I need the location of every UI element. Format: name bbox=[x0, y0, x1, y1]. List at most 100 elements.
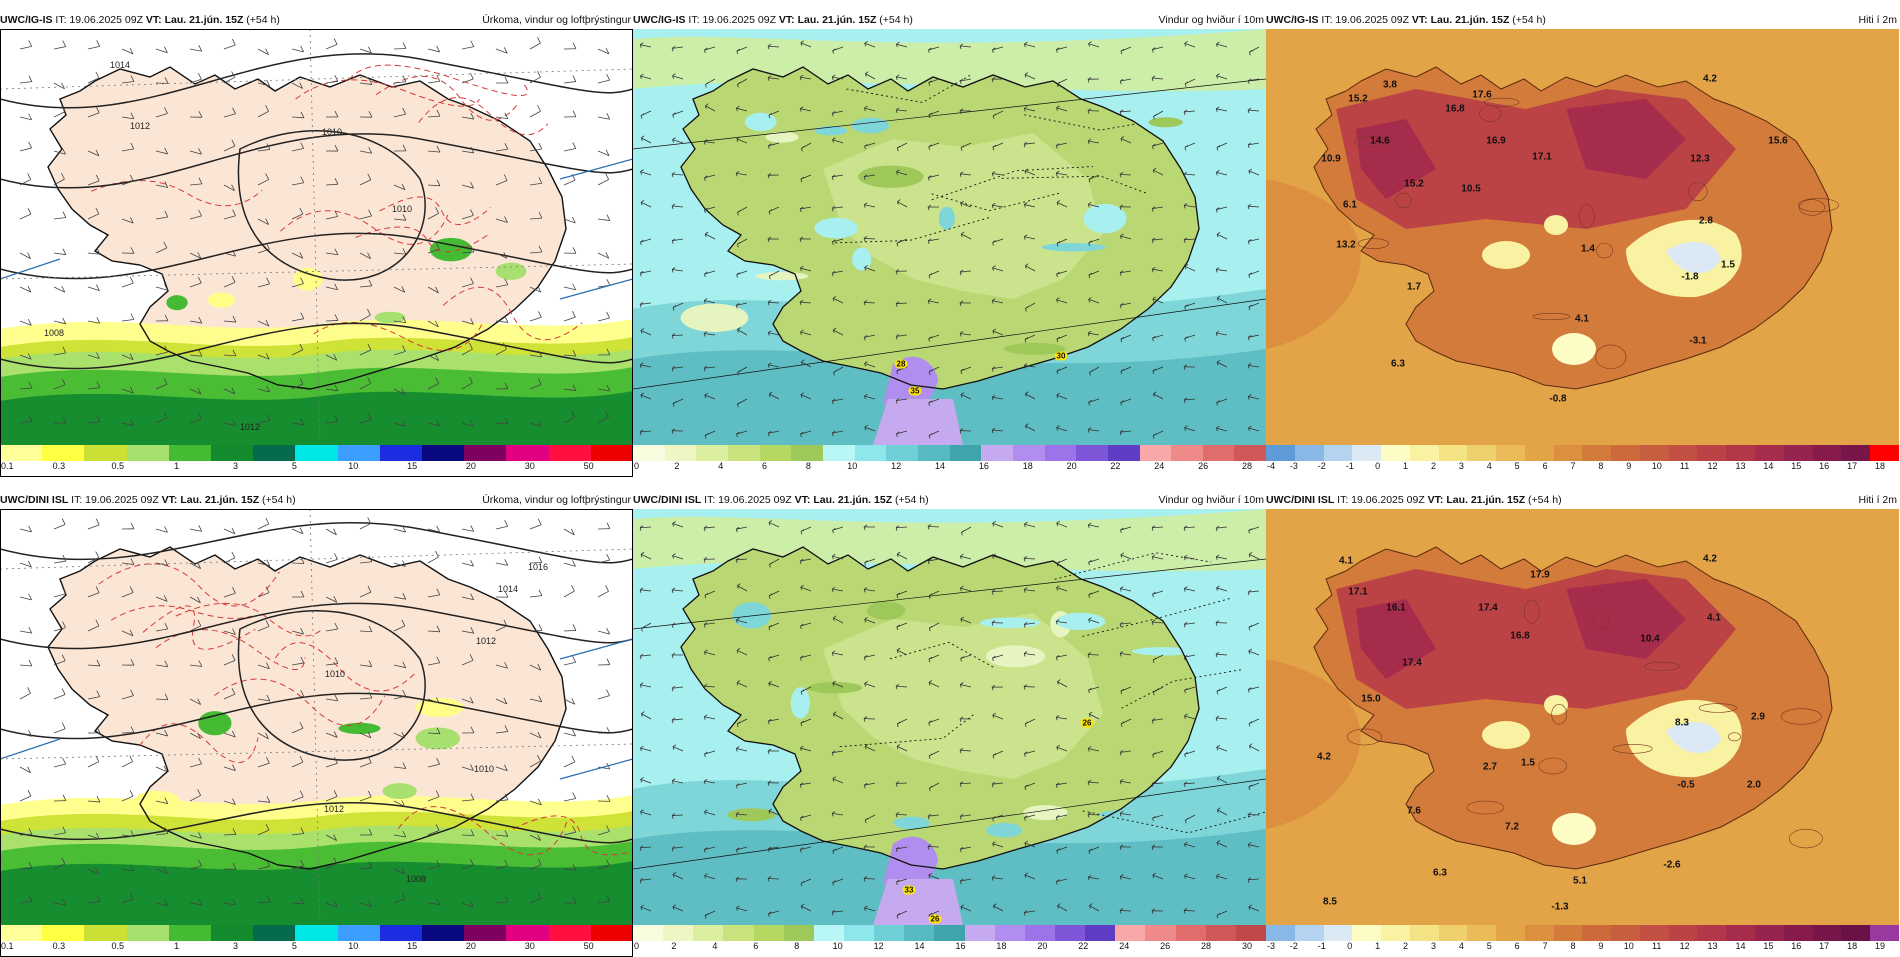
isobar-label: 1016 bbox=[528, 562, 548, 572]
isobar-label: 1012 bbox=[130, 121, 150, 131]
legend-swatch bbox=[1525, 445, 1554, 461]
legend-swatch bbox=[1467, 445, 1496, 461]
temperature-value: 13.2 bbox=[1336, 240, 1355, 251]
model-name: UWC/DINI ISL bbox=[633, 494, 701, 506]
legend-swatch bbox=[754, 925, 784, 941]
legend-swatch bbox=[1697, 445, 1726, 461]
panel-title: Vindur og hviður í 10m bbox=[1159, 12, 1264, 29]
legend-swatch bbox=[422, 925, 464, 941]
legend-swatch bbox=[1697, 925, 1726, 941]
isobar-label: 1010 bbox=[474, 764, 494, 774]
model-name: UWC/IG-IS bbox=[633, 14, 686, 26]
legend-tick-label: 15 bbox=[407, 461, 417, 471]
legend-swatch bbox=[1108, 445, 1140, 461]
lead-time: (+54 h) bbox=[879, 14, 913, 26]
valid-time-label: VT: bbox=[162, 494, 178, 506]
panel-title: Hiti í 2m bbox=[1858, 492, 1897, 509]
temperature-value: 4.1 bbox=[1339, 556, 1353, 567]
gust-max-marker: 26 bbox=[1081, 719, 1094, 728]
temperature-value: 3.8 bbox=[1383, 80, 1397, 91]
legend-swatch bbox=[1870, 925, 1899, 941]
legend-swatch bbox=[1582, 925, 1611, 941]
legend-tick-label: 4 bbox=[718, 461, 723, 471]
temperature-value: 4.1 bbox=[1707, 613, 1721, 624]
legend-swatch bbox=[380, 445, 422, 461]
legend-swatch bbox=[169, 445, 211, 461]
valid-time-label: VT: bbox=[1412, 14, 1428, 26]
legend-tick-label: 22 bbox=[1110, 461, 1120, 471]
legend-swatch bbox=[549, 925, 591, 941]
temperature-value: 7.2 bbox=[1505, 822, 1519, 833]
valid-time: Lau. 21.jún. 15Z bbox=[813, 494, 892, 506]
legend-swatch bbox=[1726, 445, 1755, 461]
temperature-value: -0.5 bbox=[1677, 780, 1694, 791]
legend-swatch bbox=[338, 445, 380, 461]
legend-swatch bbox=[633, 445, 665, 461]
legend-swatch bbox=[338, 925, 380, 941]
legend-swatch bbox=[1582, 445, 1611, 461]
temperature-value: -0.8 bbox=[1549, 394, 1566, 405]
legend-swatch bbox=[1266, 445, 1295, 461]
legend-swatch bbox=[1352, 925, 1381, 941]
legend-swatch bbox=[723, 925, 753, 941]
legend-swatch bbox=[1439, 925, 1468, 941]
lead-time: (+54 h) bbox=[1512, 14, 1546, 26]
legend-tick-label: 5 bbox=[1515, 461, 1520, 471]
legend-colorbar bbox=[633, 445, 1266, 461]
legend-swatch bbox=[1410, 925, 1439, 941]
temperature-value: 6.1 bbox=[1343, 200, 1357, 211]
legend-swatch bbox=[1236, 925, 1266, 941]
lead-time: (+54 h) bbox=[262, 494, 296, 506]
temperature-value: -1.8 bbox=[1681, 272, 1698, 283]
legend-swatch bbox=[84, 925, 126, 941]
gust-max-marker: 28 bbox=[895, 360, 908, 369]
legend-tick-label: 8 bbox=[806, 461, 811, 471]
gust-max-marker: 30 bbox=[1055, 352, 1068, 361]
legend-swatch bbox=[1145, 925, 1175, 941]
temperature-value: 15.2 bbox=[1404, 179, 1423, 190]
legend-swatch bbox=[1496, 925, 1525, 941]
temperature-value: 5.1 bbox=[1573, 876, 1587, 887]
legend-tick-label: 14 bbox=[935, 461, 945, 471]
model-name: UWC/IG-IS bbox=[1266, 14, 1319, 26]
legend-tick-label: 10 bbox=[847, 461, 857, 471]
legend-swatch bbox=[1115, 925, 1145, 941]
legend-swatch bbox=[965, 925, 995, 941]
temperature-value: -1.3 bbox=[1551, 902, 1568, 913]
legend-swatch bbox=[1755, 445, 1784, 461]
legend-swatch bbox=[1813, 925, 1842, 941]
legend-swatch bbox=[1554, 445, 1583, 461]
legend-swatch bbox=[42, 925, 84, 941]
legend-tick-label: -3 bbox=[1290, 461, 1298, 471]
legend-tick-label: 6 bbox=[1543, 461, 1548, 471]
legend-swatch bbox=[1266, 925, 1295, 941]
temperature-value: 2.7 bbox=[1483, 762, 1497, 773]
legend-swatch bbox=[1045, 445, 1077, 461]
legend-swatch bbox=[591, 445, 633, 461]
legend-tick-label: 11 bbox=[1680, 461, 1689, 471]
valid-time-label: VT: bbox=[1428, 494, 1444, 506]
legend-swatch bbox=[1669, 445, 1698, 461]
model-name: UWC/DINI ISL bbox=[0, 494, 68, 506]
temperature-value: 10.5 bbox=[1461, 184, 1480, 195]
legend-swatch bbox=[253, 445, 295, 461]
legend-colorbar bbox=[633, 925, 1266, 941]
temperature-value: 4.2 bbox=[1703, 74, 1717, 85]
valid-time: Lau. 21.jún. 15Z bbox=[165, 14, 244, 26]
legend-tick-label: 7 bbox=[1570, 461, 1575, 471]
legend-colorbar bbox=[1266, 925, 1899, 941]
legend-tick-label: 24 bbox=[1154, 461, 1164, 471]
panel-header: UWC/IG-IS IT: 19.06.2025 09Z VT: Lau. 21… bbox=[1266, 12, 1899, 29]
valid-time: Lau. 21.jún. 15Z bbox=[1446, 494, 1525, 506]
legend-swatch bbox=[1076, 445, 1108, 461]
legend-swatch bbox=[665, 445, 697, 461]
legend-swatch bbox=[1784, 925, 1813, 941]
legend-swatch bbox=[380, 925, 422, 941]
